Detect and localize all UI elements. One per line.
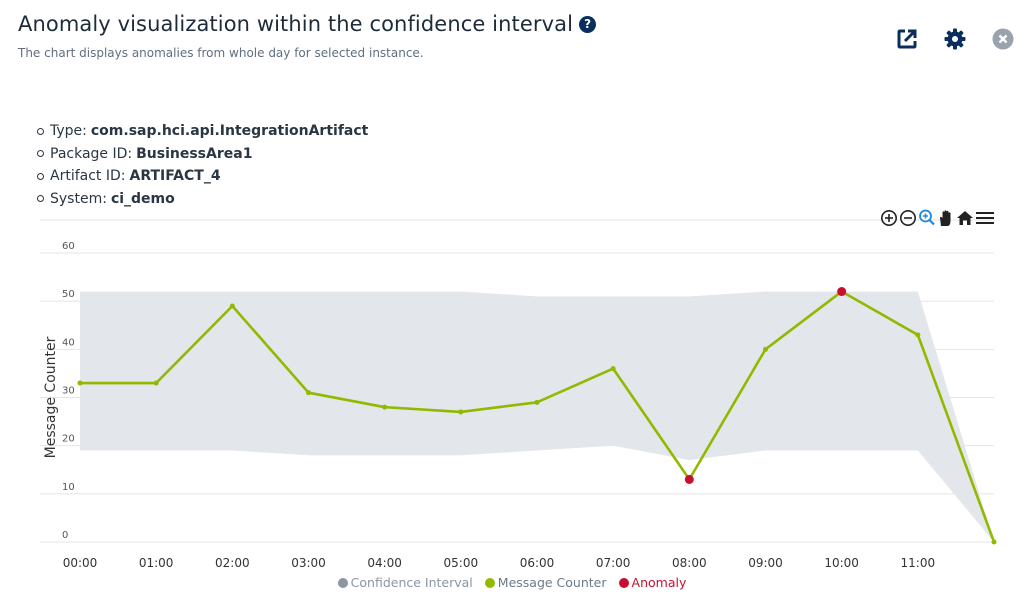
- pan-icon[interactable]: [937, 208, 955, 228]
- x-tick-label: 09:00: [748, 556, 783, 570]
- y-axis-title: Message Counter: [43, 336, 59, 458]
- close-icon[interactable]: [992, 28, 1014, 50]
- x-tick-label: 05:00: [444, 556, 479, 570]
- info-system: System: ci_demo: [37, 188, 368, 211]
- message-counter-point: [77, 380, 83, 386]
- legend-anomaly[interactable]: Anomaly: [618, 575, 687, 590]
- bullet: [37, 172, 44, 180]
- info-artifact-label: Artifact ID:: [50, 168, 126, 184]
- legend-label: Confidence Interval: [350, 575, 473, 590]
- message-counter-point: [153, 380, 159, 386]
- bullet: [37, 127, 44, 135]
- x-tick-label: 04:00: [367, 556, 402, 570]
- x-tick-label: 00:00: [63, 556, 98, 570]
- info-artifact: Artifact ID: ARTIFACT_4: [37, 165, 368, 188]
- message-counter-point: [610, 366, 616, 372]
- selection-zoom-icon[interactable]: [918, 208, 936, 228]
- message-counter-point: [534, 399, 540, 405]
- info-type-label: Type:: [50, 123, 87, 139]
- confidence-interval-band: [80, 291, 994, 542]
- header: Anomaly visualization within the confide…: [18, 12, 1024, 60]
- info-system-value: ci_demo: [110, 190, 175, 207]
- message-counter-point: [991, 539, 997, 545]
- page-title: Anomaly visualization within the confide…: [18, 12, 574, 36]
- page-subtitle: The chart displays anomalies from whole …: [18, 46, 424, 60]
- chart-legend: Confidence Interval Message Counter Anom…: [0, 575, 1024, 590]
- message-counter-point: [306, 390, 311, 396]
- zoom-in-icon[interactable]: [880, 208, 898, 228]
- x-tick-label: 11:00: [901, 556, 936, 570]
- message-counter-point: [229, 303, 235, 309]
- y-tick-label: 40: [62, 337, 75, 348]
- legend-message-counter[interactable]: Message Counter: [484, 575, 607, 590]
- instance-info-list: Type: com.sap.hci.api.IntegrationArtifac…: [37, 120, 368, 210]
- x-tick-label: 10:00: [824, 556, 859, 570]
- x-tick-label: 07:00: [596, 556, 631, 570]
- legend-confidence-interval[interactable]: Confidence Interval: [337, 575, 473, 590]
- info-system-label: System:: [50, 190, 107, 207]
- info-type-value: com.sap.hci.api.IntegrationArtifact: [90, 123, 369, 139]
- help-icon[interactable]: ?: [579, 15, 597, 33]
- x-tick-label: 03:00: [291, 556, 326, 570]
- menu-icon[interactable]: [975, 208, 995, 228]
- info-type: Type: com.sap.hci.api.IntegrationArtifac…: [37, 120, 368, 143]
- x-tick-label: 02:00: [215, 556, 250, 570]
- title-row: Anomaly visualization within the confide…: [18, 12, 1024, 36]
- bullet: [37, 195, 44, 203]
- anomaly-point: [684, 474, 694, 484]
- message-counter-point: [458, 409, 464, 415]
- reset-zoom-icon[interactable]: [956, 208, 974, 228]
- y-tick-label: 60: [62, 241, 75, 252]
- legend-marker: [618, 577, 629, 588]
- y-tick-label: 10: [62, 482, 75, 493]
- legend-marker: [337, 577, 348, 588]
- info-artifact-value: ARTIFACT_4: [129, 168, 221, 184]
- anomaly-point: [837, 287, 847, 297]
- x-tick-label: 06:00: [520, 556, 555, 570]
- legend-marker: [484, 577, 495, 588]
- message-counter-point: [915, 332, 921, 338]
- legend-label: Anomaly: [631, 575, 687, 590]
- open-external-icon[interactable]: [896, 28, 918, 50]
- x-tick-label: 08:00: [672, 556, 707, 570]
- x-tick-label: 01:00: [139, 556, 174, 570]
- info-package-value: BusinessArea1: [136, 145, 253, 162]
- header-actions: [870, 28, 1014, 50]
- y-tick-label: 20: [62, 434, 75, 445]
- message-counter-point: [763, 346, 768, 352]
- bullet: [37, 150, 44, 158]
- y-tick-label: 0: [62, 530, 68, 541]
- chart-toolbar: [880, 208, 995, 228]
- message-counter-point: [382, 404, 388, 410]
- gear-icon[interactable]: [944, 28, 966, 50]
- legend-label: Message Counter: [497, 575, 607, 590]
- y-tick-label: 50: [62, 289, 75, 300]
- zoom-out-icon[interactable]: [899, 208, 917, 228]
- info-package-label: Package ID:: [50, 145, 133, 162]
- y-tick-label: 30: [62, 386, 75, 397]
- info-package: Package ID: BusinessArea1: [37, 143, 368, 166]
